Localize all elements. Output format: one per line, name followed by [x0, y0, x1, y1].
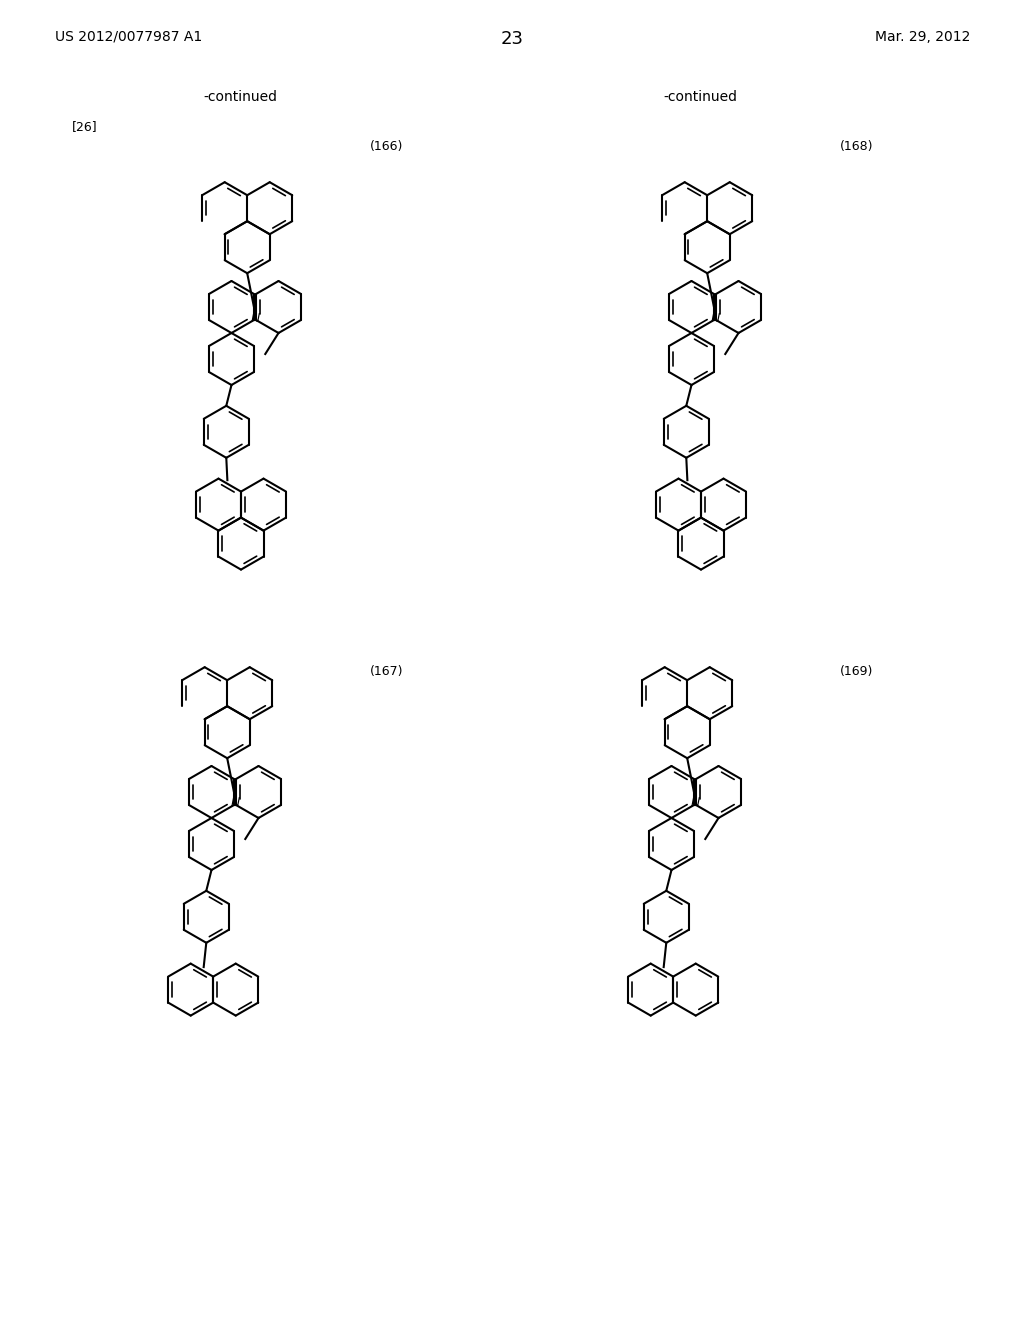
Text: -continued: -continued — [203, 90, 278, 104]
Text: -continued: -continued — [663, 90, 737, 104]
Text: N: N — [711, 312, 720, 325]
Text: N: N — [250, 312, 260, 325]
Text: 23: 23 — [501, 30, 523, 48]
Text: [26]: [26] — [72, 120, 97, 133]
Text: N: N — [230, 796, 240, 809]
Text: (167): (167) — [370, 665, 403, 678]
Text: (168): (168) — [840, 140, 873, 153]
Text: N: N — [690, 796, 699, 809]
Text: (169): (169) — [840, 665, 873, 678]
Text: US 2012/0077987 A1: US 2012/0077987 A1 — [55, 30, 203, 44]
Text: (166): (166) — [370, 140, 403, 153]
Text: Mar. 29, 2012: Mar. 29, 2012 — [874, 30, 970, 44]
